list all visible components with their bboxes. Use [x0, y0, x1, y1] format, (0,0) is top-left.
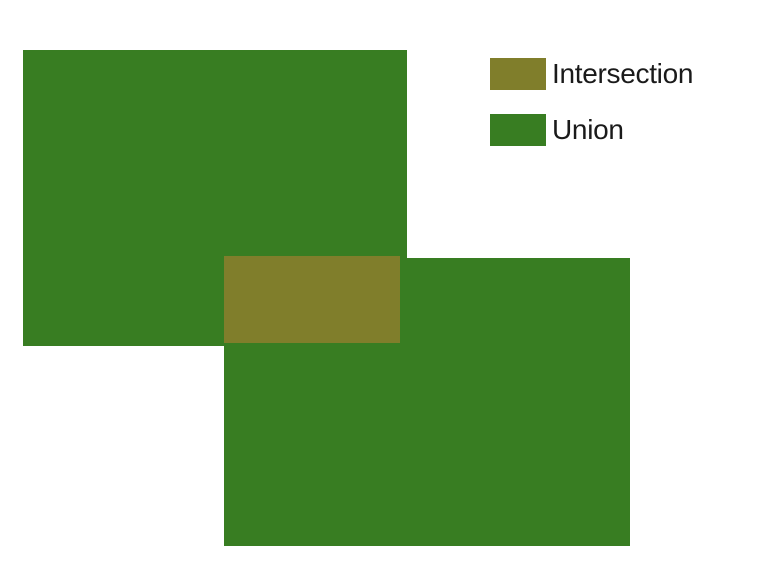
- legend-swatch-intersection: [490, 58, 546, 90]
- legend-swatch-union: [490, 114, 546, 146]
- intersection-rectangle: [224, 256, 400, 343]
- legend-label-intersection: Intersection: [552, 58, 694, 89]
- legend-item-intersection: Intersection: [490, 58, 693, 90]
- legend-label-union: Union: [552, 114, 624, 145]
- legend-item-union: Union: [490, 114, 624, 146]
